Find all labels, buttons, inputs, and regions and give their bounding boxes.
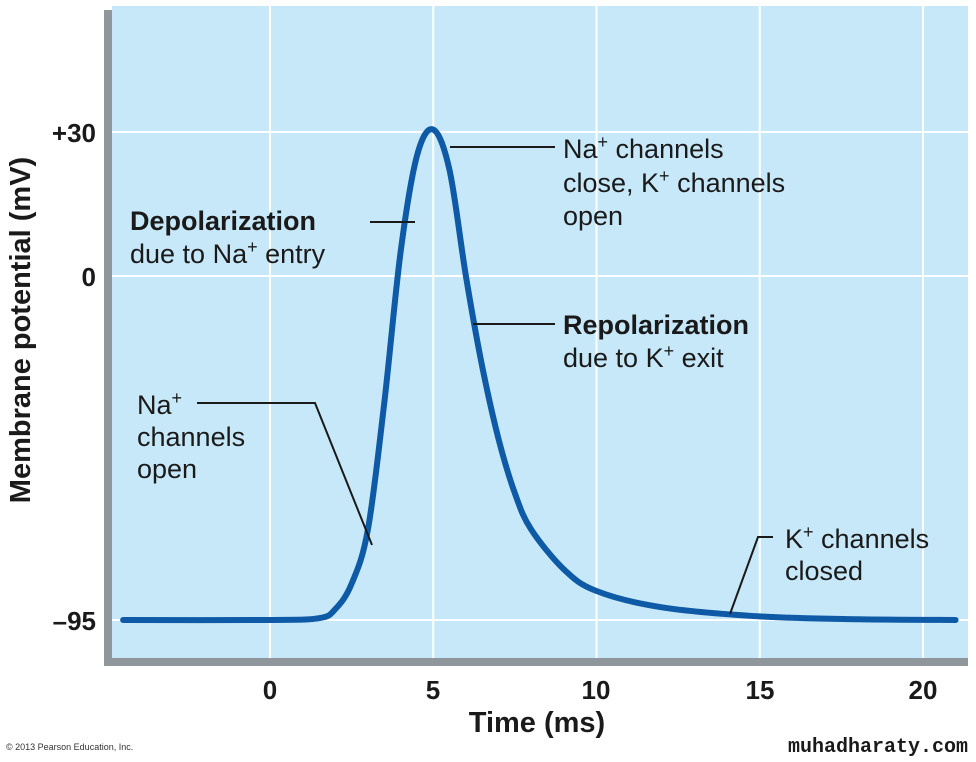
x-tick-label: 20: [909, 675, 938, 705]
leader-k-closed: [729, 536, 773, 615]
x-tick-label: 15: [746, 675, 775, 705]
watermark-text: muhadharaty.com: [788, 736, 968, 759]
annotation-repolarization-text: due to K+ exit: [563, 341, 724, 373]
y-tick-label: +30: [52, 118, 96, 148]
plot-background: [112, 6, 968, 658]
annotation-repolarization-title: Repolarization: [563, 310, 749, 340]
y-tick-label: –95: [53, 606, 96, 636]
x-tick-label: 10: [582, 675, 611, 705]
annotation-k-closed-line2: closed: [785, 556, 863, 586]
y-axis-title: Membrane potential (mV): [5, 157, 37, 503]
annotation-leaders: [197, 146, 773, 615]
annotation-na-close-line3: open: [563, 201, 623, 231]
annotation-k-closed-line1: K+ channels: [785, 522, 929, 554]
y-tick-label: 0: [82, 262, 96, 292]
annotation-na-open-line2: channels: [137, 422, 245, 452]
annotation-na-open-line1: Na+: [137, 388, 182, 420]
annotation-na-open-line3: open: [137, 454, 197, 484]
annotation-na-close-line2: close, K+ channels: [563, 166, 785, 198]
x-axis-title: Time (ms): [469, 707, 605, 739]
action-potential-curve: [120, 126, 959, 624]
annotation-na-close-line1: Na+ channels: [563, 132, 724, 164]
x-tick-label: 5: [426, 675, 440, 705]
x-tick-label: 0: [263, 675, 277, 705]
annotation-depolarization-text: due to Na+ entry: [130, 237, 326, 269]
annotation-depolarization-title: Depolarization: [130, 206, 316, 236]
leader-na-open: [197, 402, 373, 546]
copyright-credit: © 2013 Pearson Education, Inc.: [6, 742, 133, 752]
